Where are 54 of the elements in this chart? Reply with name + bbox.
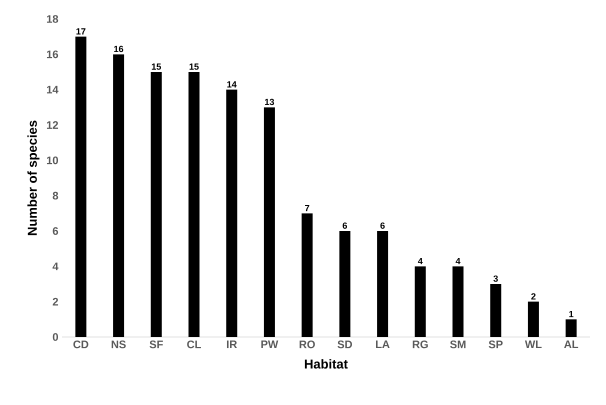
bar: [302, 213, 313, 337]
data-label: 17: [76, 28, 86, 34]
data-label: 6: [342, 222, 348, 229]
bar: [490, 284, 502, 337]
data-label: 2: [531, 293, 536, 300]
y-tick-label: 6: [52, 227, 58, 235]
bar: [414, 266, 426, 337]
data-label: 3: [493, 275, 498, 282]
y-tick-label: 14: [46, 86, 58, 94]
data-label: 4: [456, 258, 460, 264]
x-axis-title: Habitat: [304, 359, 348, 369]
bar: [339, 230, 350, 337]
bar: [377, 230, 388, 337]
y-tick-label: 8: [52, 192, 58, 200]
x-tick-label: WL: [524, 340, 542, 348]
y-tick-label: 16: [46, 50, 58, 58]
y-tick-label: 12: [46, 121, 58, 129]
x-tick-label: RG: [412, 340, 428, 348]
bar: [226, 90, 238, 337]
x-tick-label: IR: [226, 340, 237, 348]
x-tick-label: LA: [376, 340, 390, 348]
x-tick-label: SM: [450, 340, 466, 348]
data-label: 16: [114, 46, 124, 52]
x-tick-label: SD: [338, 340, 352, 348]
data-label: 13: [265, 98, 274, 106]
y-tick-label: 2: [52, 298, 58, 306]
data-label: 6: [380, 222, 385, 229]
x-tick-label: RO: [300, 340, 315, 348]
bar: [264, 107, 275, 337]
bar: [188, 72, 200, 337]
y-axis-title: Number of species: [27, 120, 40, 236]
data-label: 14: [227, 81, 237, 88]
bar: [566, 319, 577, 337]
x-tick-label: AL: [564, 340, 578, 348]
x-tick-label: NS: [112, 340, 126, 348]
bar: [452, 266, 464, 337]
data-label: 15: [190, 64, 199, 70]
bar: [528, 302, 539, 337]
data-label: 7: [305, 204, 310, 212]
y-tick-label: 10: [46, 156, 58, 164]
x-tick-label: SF: [150, 340, 163, 348]
y-tick-label: 18: [46, 15, 58, 23]
data-label: 4: [418, 258, 423, 264]
bar: [75, 36, 86, 337]
y-tick-label: 4: [52, 262, 58, 270]
x-tick-label: CD: [73, 340, 88, 348]
x-tick-label: CL: [187, 340, 201, 348]
bar: [150, 72, 162, 337]
data-label: 1: [569, 310, 574, 318]
x-tick-label: SP: [488, 340, 503, 348]
bar: [113, 54, 124, 337]
x-tick-label: PW: [261, 340, 278, 348]
y-tick-label: 0: [52, 333, 58, 341]
data-label: 15: [152, 64, 162, 70]
